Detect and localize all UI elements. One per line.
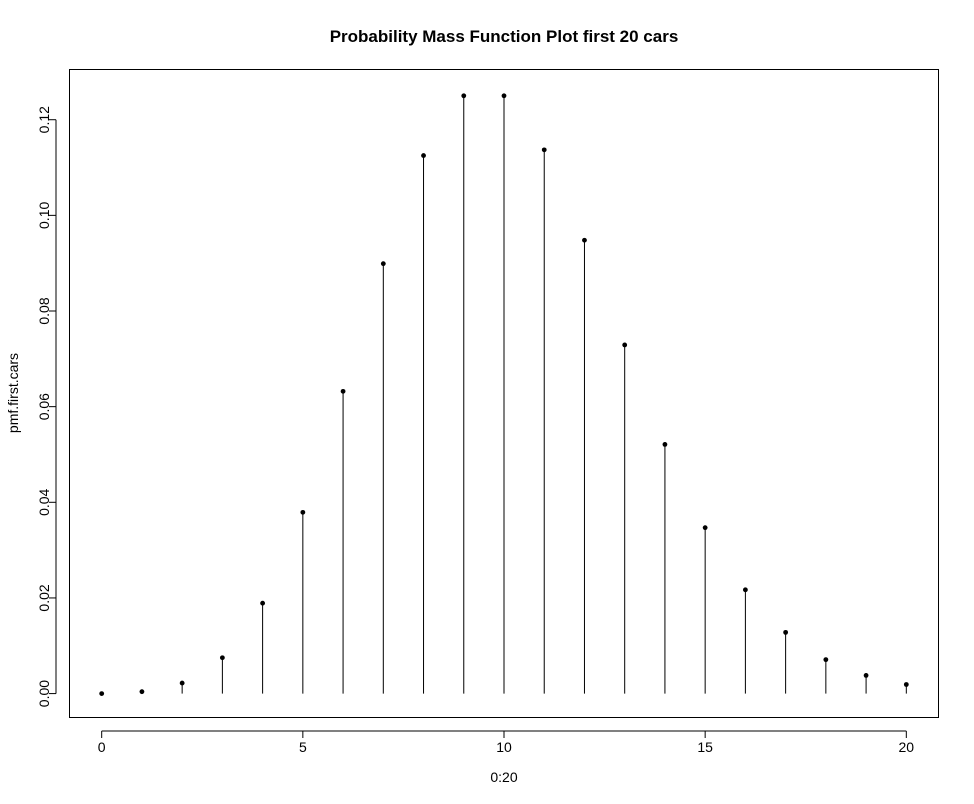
y-tick-label-5: 0.10 (36, 202, 52, 229)
point-7 (380, 261, 386, 267)
plot-frame (69, 69, 939, 718)
point-15 (702, 525, 708, 531)
point-3 (219, 655, 225, 661)
y-axis: 0.00 0.02 0.04 0.06 0.08 0.10 0.12 (36, 106, 57, 707)
point-12 (582, 237, 587, 243)
y-tick-label-2: 0.04 (36, 488, 52, 515)
point-9 (461, 93, 467, 99)
x-tick-label-10: 10 (496, 739, 512, 755)
point-2 (179, 680, 185, 686)
x-tick-label-0: 0 (98, 739, 106, 755)
x-tick-label-15: 15 (697, 739, 713, 755)
point-10 (501, 93, 507, 99)
point-6 (340, 388, 346, 394)
y-tick-label-1: 0.02 (36, 584, 52, 611)
y-tick-label-4: 0.08 (36, 297, 52, 324)
x-axis-label: 0:20 (490, 769, 517, 785)
point-17 (783, 629, 789, 635)
point-13 (622, 342, 628, 348)
points-group (99, 93, 909, 696)
x-tick-label-20: 20 (899, 739, 915, 755)
chart-title: Probability Mass Function Plot first 20 … (330, 27, 679, 46)
point-16 (742, 587, 748, 593)
point-14 (662, 442, 668, 447)
point-1 (139, 689, 145, 695)
point-4 (260, 600, 266, 606)
point-20 (903, 682, 909, 687)
point-11 (541, 147, 547, 153)
y-tick-label-6: 0.12 (36, 106, 52, 133)
stems-group (141, 95, 907, 694)
y-tick-label-3: 0.06 (36, 393, 52, 420)
point-0 (99, 691, 105, 696)
x-axis: 0 5 10 15 20 (98, 730, 915, 755)
x-tick-label-5: 5 (299, 739, 307, 755)
y-axis-label: pmf.first.cars (5, 353, 21, 433)
y-tick-label-0: 0.00 (36, 680, 52, 707)
point-19 (863, 673, 869, 678)
point-18 (823, 657, 829, 663)
point-5 (300, 509, 306, 515)
point-8 (421, 153, 426, 158)
